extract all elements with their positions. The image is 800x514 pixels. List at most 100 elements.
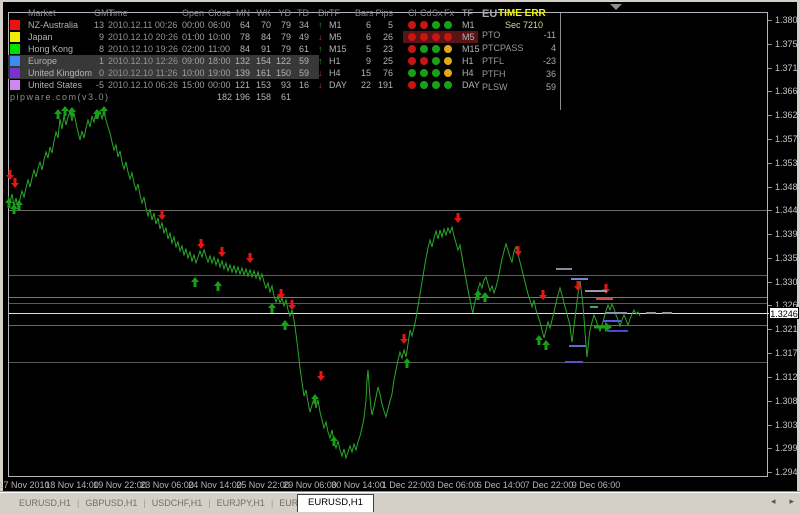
session-cell: 59 <box>298 56 309 66</box>
session-cell: 19:00 <box>208 68 231 78</box>
sell-arrow-icon <box>288 300 296 310</box>
eu-stat-row: PTFH 36 <box>480 68 556 81</box>
buy-arrow-icon <box>61 106 69 116</box>
chart-plot-area[interactable] <box>8 12 768 477</box>
tab-eurusd-h1[interactable]: EURUSD,H1 <box>19 497 72 508</box>
price-tick-label: 1.3170 <box>775 348 800 358</box>
session-cell: 79 <box>280 44 291 54</box>
price-tick-label: 1.2990 <box>775 443 800 453</box>
session-cell: 10:00 <box>208 32 231 42</box>
session-color-swatch <box>10 56 20 66</box>
eu-stat-label: PLSW <box>482 82 508 92</box>
buy-arrow-icon <box>10 204 18 214</box>
dots-timeframe-label: M1 <box>462 20 475 30</box>
session-cell: 2010.12.10 11:26 <box>108 68 178 78</box>
session-cell: 9 <box>98 32 104 42</box>
timeframe-row: ↑ M1 6 5 <box>316 19 398 31</box>
signal-dot-red <box>420 57 428 65</box>
window-frame-left <box>0 0 3 514</box>
session-cell: 91 <box>260 44 271 54</box>
session-cell: 10:00 <box>182 68 205 78</box>
signal-dots-row: DAY <box>403 79 480 91</box>
tab-gbpusd-h1[interactable]: GBPUSD,H1 <box>85 497 138 508</box>
annotation-mark <box>585 290 607 292</box>
signal-dot-yellow <box>444 69 452 77</box>
timeframe-table-header: Dir TF Bars Pips <box>316 7 398 19</box>
dots-col-header: Fx <box>444 8 454 18</box>
session-cell: 1 <box>98 56 104 66</box>
session-row: United Kingdom 0 2010.12.10 11:26 10:00 19:0… <box>8 67 319 79</box>
time-axis-label: 18 Nov 14:00 <box>45 480 99 490</box>
sell-arrow-icon <box>197 239 205 249</box>
tab-separator: | <box>143 497 146 508</box>
session-cell: 00:00 <box>182 20 205 30</box>
session-color-swatch <box>10 32 20 42</box>
session-cell: 150 <box>275 68 291 78</box>
sell-arrow-icon <box>246 253 254 263</box>
eu-stat-value: -11 <box>543 30 556 40</box>
session-total: 196 <box>234 92 250 102</box>
time-axis-label: 25 Nov 22:00 <box>236 480 290 490</box>
annotation-mark <box>565 361 583 363</box>
inactive-tabs: EURUSD,H1 | GBPUSD,H1 | USDCHF,H1 | EURJPY,H1 |… <box>14 493 335 512</box>
price-tick <box>768 115 772 116</box>
signal-dot-red <box>408 81 416 89</box>
price-tick-label: 1.3035 <box>775 420 800 430</box>
signal-dot-yellow <box>444 57 452 65</box>
session-color-swatch <box>10 20 20 30</box>
up-arrow-icon: ↑ <box>318 20 323 30</box>
panel-separator <box>560 13 561 110</box>
tabbar-divider <box>0 491 800 492</box>
tab-eurjpy-h1[interactable]: EURJPY,H1 <box>216 497 265 508</box>
dots-col-header: Cl <box>408 8 417 18</box>
col-bars: Bars <box>355 8 374 18</box>
timeframe-row: ↑ M15 5 23 <box>316 43 398 55</box>
timeframe-cell: 22 <box>360 80 371 90</box>
timeframe-row: ↓ DAY 22 191 <box>316 79 398 91</box>
scroll-left-icon[interactable]: ◂ <box>770 496 776 506</box>
session-cell: 2010.12.10 20:26 <box>108 32 179 42</box>
session-cell: 0 <box>98 68 104 78</box>
tab-usdchf-h1[interactable]: USDCHF,H1 <box>151 497 203 508</box>
up-arrow-icon: ↑ <box>318 56 323 66</box>
timeframe-row: ↓ H4 15 76 <box>316 67 398 79</box>
dots-col-header: TF <box>462 8 473 18</box>
tab-separator: | <box>270 497 274 508</box>
session-cell: 18:00 <box>208 56 231 66</box>
session-cell: 00:00 <box>208 80 231 90</box>
session-cell: 2010.12.10 19:26 <box>108 44 179 54</box>
price-tick-label: 1.3395 <box>775 229 800 239</box>
tab-eurusd-h1-active[interactable]: EURUSD,H1 <box>297 494 374 512</box>
session-cell: 02:00 <box>182 44 205 54</box>
chart-shift-marker-icon <box>610 4 622 10</box>
price-tick <box>768 472 772 473</box>
price-axis[interactable]: 1.3800 1.3755 1.3710 1.3665 1.3620 1.3575 1.35… <box>768 0 800 492</box>
time-axis[interactable]: 17 Nov 2010 18 Nov 14:00 19 Nov 22:00 23 No… <box>0 479 768 491</box>
session-cell: 8 <box>98 44 104 54</box>
down-arrow-icon: ↓ <box>318 68 323 78</box>
col-gmt: GMT <box>94 8 114 18</box>
sell-arrow-icon <box>514 246 522 256</box>
session-cell: 153 <box>255 80 271 90</box>
price-tick <box>768 163 772 164</box>
scroll-right-icon[interactable]: ▸ <box>789 496 794 506</box>
session-cell: United States <box>28 80 83 90</box>
signal-dot-red <box>408 33 416 41</box>
timeframe-cell: 9 <box>365 56 371 66</box>
timeframe-cell: 25 <box>382 56 393 66</box>
session-table: Market GMT Time Open Close MN WK YD TD N… <box>8 0 319 103</box>
timeframe-cell: 6 <box>365 20 371 30</box>
price-tick <box>768 139 772 140</box>
signal-dot-green <box>444 21 452 29</box>
session-cell: 132 <box>234 56 250 66</box>
session-cell: 11:00 <box>208 44 230 54</box>
buy-arrow-icon <box>311 394 319 404</box>
session-table-footer: pipware.com(v3.0) 182 196 158 61 <box>8 91 319 103</box>
eu-stat-value: 4 <box>550 43 556 53</box>
time-axis-label: 19 Nov 22:00 <box>93 480 147 490</box>
session-cell: NZ-Australia <box>28 20 79 30</box>
session-cell: 06:00 <box>208 20 231 30</box>
timeframe-cell: H4 <box>329 68 341 78</box>
